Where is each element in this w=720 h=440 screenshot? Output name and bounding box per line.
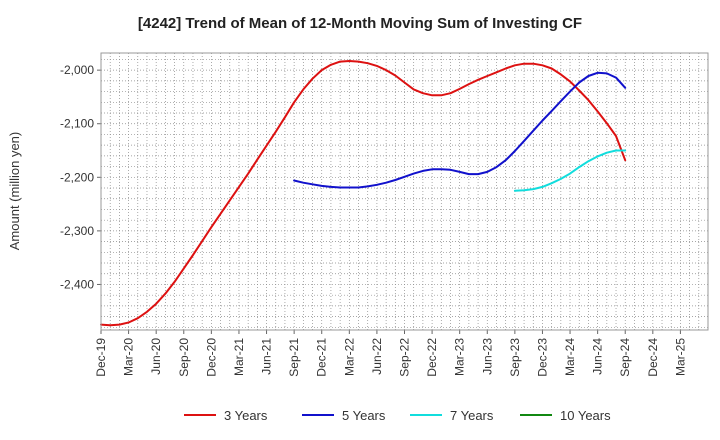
series-line-3-years: [100, 60, 627, 327]
legend-label: 7 Years: [450, 408, 494, 423]
series-lines: [100, 60, 627, 327]
x-tick-label: Mar-22: [342, 338, 356, 376]
x-tick-label: Dec-24: [646, 338, 660, 377]
y-axis: -2,000 -2,100 -2,200 -2,300 -2,400: [60, 63, 101, 291]
x-tick-label: Mar-24: [563, 338, 577, 376]
chart-title: [4242] Trend of Mean of 12-Month Moving …: [138, 15, 582, 32]
x-tick-label: Jun-21: [260, 338, 274, 375]
x-tick-label: Dec-21: [315, 338, 329, 377]
x-tick-label: Sep-23: [508, 338, 522, 377]
x-tick-label: Mar-20: [122, 338, 136, 376]
y-tick-label: -2,100: [60, 117, 94, 131]
y-tick-label: -2,400: [60, 277, 94, 291]
series-line-7-years: [513, 149, 627, 192]
x-tick-label: Sep-22: [398, 338, 412, 377]
x-tick-label: Dec-22: [425, 338, 439, 377]
y-tick-label: -2,000: [60, 63, 94, 77]
legend-label: 10 Years: [560, 408, 611, 423]
legend-label: 3 Years: [224, 408, 268, 423]
x-tick-label: Jun-24: [591, 338, 605, 375]
x-tick-label: Dec-19: [94, 338, 108, 377]
x-tick-label: Sep-21: [287, 338, 301, 377]
x-axis: Dec-19 Mar-20 Jun-20 Sep-20 Dec-20 Mar-21 Jun-…: [94, 330, 687, 377]
x-tick-label: Sep-20: [177, 338, 191, 377]
x-tick-label: Jun-23: [480, 338, 494, 375]
x-tick-label: Sep-24: [618, 338, 632, 377]
series-line-5-years: [293, 71, 627, 189]
x-tick-label: Mar-21: [232, 338, 246, 376]
y-axis-label: Amount (million yen): [7, 132, 22, 251]
x-tick-label: Dec-23: [535, 338, 549, 377]
plot-frame: [100, 52, 709, 331]
legend-label: 5 Years: [342, 408, 386, 423]
x-tick-label: Dec-20: [204, 338, 218, 377]
y-tick-label: -2,300: [60, 224, 94, 238]
y-tick-label: -2,200: [60, 170, 94, 184]
x-tick-label: Mar-25: [673, 338, 687, 376]
x-tick-label: Jun-22: [370, 338, 384, 375]
grid: [101, 53, 708, 330]
x-tick-label: Jun-20: [149, 338, 163, 375]
legend: 3 Years 5 Years 7 Years 10 Years: [184, 408, 611, 423]
x-tick-label: Mar-23: [453, 338, 467, 376]
